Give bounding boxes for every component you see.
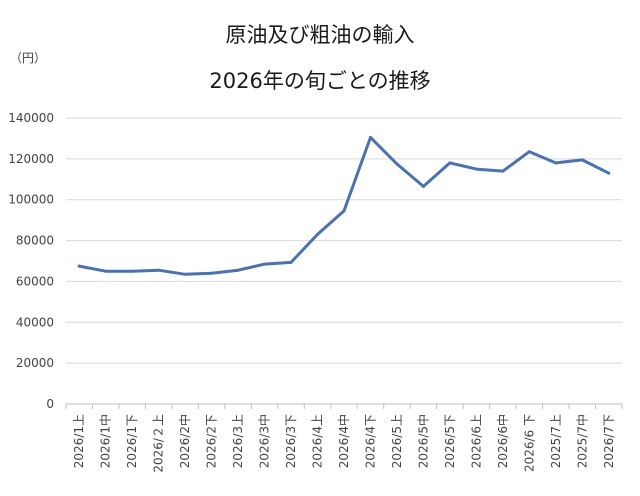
x-axis-ticks: 2026/1上 2026/1中 2026/1下 2026/２上 2026/2中 2026/… (72, 414, 616, 473)
data-point (342, 209, 346, 213)
chart-title-line-1: 原油及び粗油の輸入 (226, 23, 415, 47)
data-point (183, 272, 187, 276)
x-tick-label: 2026/5下 (443, 414, 457, 468)
series-layer (77, 135, 611, 276)
data-point (316, 232, 320, 236)
data-point (236, 268, 240, 272)
y-tick-label: 100000 (8, 193, 54, 207)
x-tick-label: 2026/２上 (152, 414, 166, 473)
data-point (580, 158, 584, 162)
data-point (448, 161, 452, 165)
data-point (210, 271, 214, 275)
x-tick-label: 2026/3上 (231, 414, 245, 468)
x-tick-label: 2026/5中 (415, 414, 430, 468)
data-point (368, 135, 372, 139)
data-point (607, 171, 611, 175)
data-point (421, 184, 425, 188)
data-point (474, 167, 478, 171)
data-point (289, 260, 293, 264)
data-point (501, 169, 505, 173)
data-point (130, 269, 134, 273)
y-tick-label: 0 (46, 397, 54, 411)
x-tick-label: 2026/6 下 (522, 414, 536, 472)
y-tick-label: 80000 (16, 234, 54, 248)
y-axis-ticks: 0 20000 40000 60000 80000 100000 120000 140000 (8, 111, 54, 411)
x-tick-label: 2026/4上 (311, 414, 325, 468)
y-unit-label: （円） (10, 51, 46, 65)
x-tick-label: 2025/7上 (549, 414, 563, 468)
data-point (77, 264, 81, 268)
x-tick-label: 2026/6中 (495, 414, 510, 468)
grid-lines (65, 117, 623, 409)
x-tick-label: 2025/7中 (574, 414, 589, 468)
x-tick-label: 2026/2下 (205, 414, 219, 468)
y-tick-label: 20000 (16, 356, 54, 370)
chart-title-line-2: 2026年の旬ごとの推移 (209, 69, 430, 93)
y-tick-label: 40000 (16, 315, 54, 329)
x-tick-label: 2026/1中 (98, 414, 113, 468)
data-point (554, 161, 558, 165)
x-tick-label: 2026/5上 (390, 414, 404, 468)
y-tick-label: 60000 (16, 274, 54, 288)
y-tick-label: 140000 (8, 111, 54, 125)
x-tick-label: 2026/1上 (72, 414, 86, 468)
data-point (527, 150, 531, 154)
series-line-0 (77, 135, 611, 276)
y-tick-label: 120000 (8, 152, 54, 166)
x-tick-label: 2026/6上 (469, 414, 483, 468)
x-tick-label: 2026/7下 (602, 414, 616, 468)
x-tick-label: 2026/4中 (336, 414, 351, 468)
x-tick-label: 2026/4下 (363, 414, 377, 468)
data-point (395, 162, 399, 166)
x-tick-label: 2026/2中 (177, 414, 192, 468)
x-tick-label: 2026/1下 (125, 414, 139, 468)
data-point (104, 269, 108, 273)
x-tick-label: 2026/3下 (284, 414, 298, 468)
data-point (157, 268, 161, 272)
data-point (263, 262, 267, 266)
x-tick-label: 2026/3中 (257, 414, 272, 468)
